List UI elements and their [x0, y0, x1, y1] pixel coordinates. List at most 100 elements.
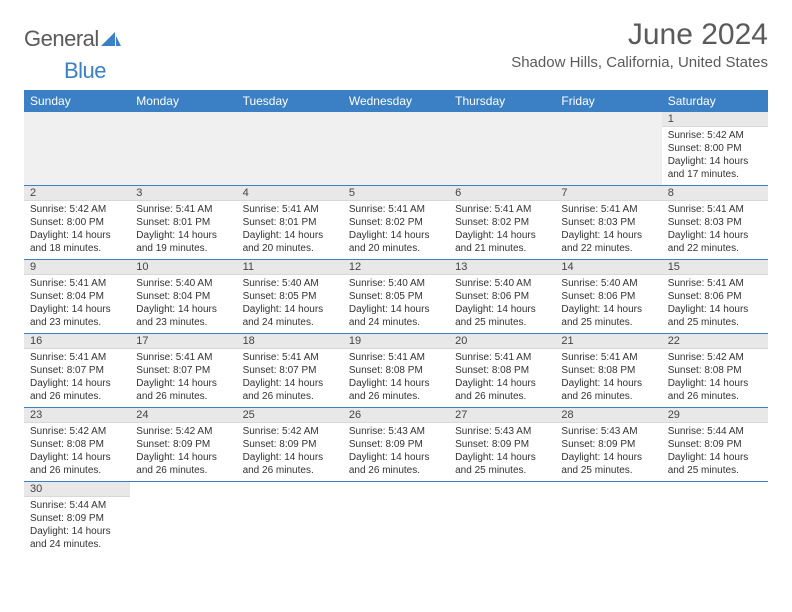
- day-sunset: Sunset: 8:08 PM: [455, 364, 549, 377]
- day-day2: and 24 minutes.: [243, 316, 337, 329]
- day-sunrise: Sunrise: 5:42 AM: [136, 425, 230, 438]
- day-day1: Daylight: 14 hours: [349, 451, 443, 464]
- calendar-cell: 26Sunrise: 5:43 AMSunset: 8:09 PMDayligh…: [343, 408, 449, 482]
- day-sunrise: Sunrise: 5:42 AM: [668, 351, 762, 364]
- month-title: June 2024: [511, 18, 768, 52]
- day-day1: Daylight: 14 hours: [668, 155, 762, 168]
- day-day1: Daylight: 14 hours: [668, 303, 762, 316]
- calendar-cell: 13Sunrise: 5:40 AMSunset: 8:06 PMDayligh…: [449, 260, 555, 334]
- calendar-cell: [555, 112, 661, 186]
- calendar-cell: 3Sunrise: 5:41 AMSunset: 8:01 PMDaylight…: [130, 186, 236, 260]
- day-sunrise: Sunrise: 5:41 AM: [668, 277, 762, 290]
- day-day1: Daylight: 14 hours: [349, 229, 443, 242]
- calendar-week: 1Sunrise: 5:42 AMSunset: 8:00 PMDaylight…: [24, 112, 768, 186]
- day-sunset: Sunset: 8:09 PM: [668, 438, 762, 451]
- day-number: 4: [237, 186, 343, 201]
- day-header: Tuesday: [237, 90, 343, 112]
- calendar-cell: [237, 112, 343, 186]
- day-day1: Daylight: 14 hours: [30, 525, 124, 538]
- day-number: 16: [24, 334, 130, 349]
- day-body: Sunrise: 5:40 AMSunset: 8:06 PMDaylight:…: [449, 275, 555, 333]
- day-day1: Daylight: 14 hours: [668, 451, 762, 464]
- calendar-table: Sunday Monday Tuesday Wednesday Thursday…: [24, 90, 768, 555]
- day-body: Sunrise: 5:43 AMSunset: 8:09 PMDaylight:…: [555, 423, 661, 481]
- day-sunset: Sunset: 8:04 PM: [30, 290, 124, 303]
- day-sunset: Sunset: 8:06 PM: [668, 290, 762, 303]
- day-day2: and 26 minutes.: [243, 464, 337, 477]
- day-body: Sunrise: 5:41 AMSunset: 8:04 PMDaylight:…: [24, 275, 130, 333]
- day-day2: and 26 minutes.: [668, 390, 762, 403]
- day-day1: Daylight: 14 hours: [668, 229, 762, 242]
- calendar-cell: 6Sunrise: 5:41 AMSunset: 8:02 PMDaylight…: [449, 186, 555, 260]
- day-day1: Daylight: 14 hours: [243, 377, 337, 390]
- day-body: Sunrise: 5:41 AMSunset: 8:01 PMDaylight:…: [237, 201, 343, 259]
- day-day2: and 26 minutes.: [349, 390, 443, 403]
- day-header: Thursday: [449, 90, 555, 112]
- calendar-cell: 12Sunrise: 5:40 AMSunset: 8:05 PMDayligh…: [343, 260, 449, 334]
- calendar-cell: 18Sunrise: 5:41 AMSunset: 8:07 PMDayligh…: [237, 334, 343, 408]
- day-sunrise: Sunrise: 5:40 AM: [455, 277, 549, 290]
- day-sunset: Sunset: 8:07 PM: [30, 364, 124, 377]
- day-day2: and 26 minutes.: [30, 390, 124, 403]
- day-sunrise: Sunrise: 5:41 AM: [30, 277, 124, 290]
- calendar-cell: 1Sunrise: 5:42 AMSunset: 8:00 PMDaylight…: [662, 112, 768, 186]
- day-number: 7: [555, 186, 661, 201]
- day-day2: and 25 minutes.: [668, 464, 762, 477]
- calendar-cell: 7Sunrise: 5:41 AMSunset: 8:03 PMDaylight…: [555, 186, 661, 260]
- day-number: 9: [24, 260, 130, 275]
- calendar-week: 9Sunrise: 5:41 AMSunset: 8:04 PMDaylight…: [24, 260, 768, 334]
- day-body: Sunrise: 5:40 AMSunset: 8:04 PMDaylight:…: [130, 275, 236, 333]
- day-day2: and 26 minutes.: [455, 390, 549, 403]
- logo-text: GeneralBlue: [24, 26, 121, 84]
- day-sunrise: Sunrise: 5:41 AM: [136, 351, 230, 364]
- day-number: 25: [237, 408, 343, 423]
- calendar-cell: 23Sunrise: 5:42 AMSunset: 8:08 PMDayligh…: [24, 408, 130, 482]
- day-body: Sunrise: 5:44 AMSunset: 8:09 PMDaylight:…: [662, 423, 768, 481]
- day-header-row: Sunday Monday Tuesday Wednesday Thursday…: [24, 90, 768, 112]
- day-day1: Daylight: 14 hours: [243, 303, 337, 316]
- day-number: 13: [449, 260, 555, 275]
- location: Shadow Hills, California, United States: [511, 54, 768, 71]
- calendar-cell: [662, 482, 768, 556]
- calendar-cell: 14Sunrise: 5:40 AMSunset: 8:06 PMDayligh…: [555, 260, 661, 334]
- calendar-cell: 4Sunrise: 5:41 AMSunset: 8:01 PMDaylight…: [237, 186, 343, 260]
- day-number: 24: [130, 408, 236, 423]
- day-day2: and 18 minutes.: [30, 242, 124, 255]
- day-sunrise: Sunrise: 5:41 AM: [349, 203, 443, 216]
- day-day1: Daylight: 14 hours: [561, 303, 655, 316]
- day-body: Sunrise: 5:41 AMSunset: 8:08 PMDaylight:…: [449, 349, 555, 407]
- day-sunrise: Sunrise: 5:40 AM: [561, 277, 655, 290]
- day-day1: Daylight: 14 hours: [668, 377, 762, 390]
- day-day2: and 25 minutes.: [668, 316, 762, 329]
- day-body: Sunrise: 5:42 AMSunset: 8:09 PMDaylight:…: [237, 423, 343, 481]
- day-day1: Daylight: 14 hours: [136, 451, 230, 464]
- day-sunrise: Sunrise: 5:41 AM: [668, 203, 762, 216]
- logo: GeneralBlue: [24, 26, 121, 84]
- calendar-cell: [130, 482, 236, 556]
- calendar-cell: 21Sunrise: 5:41 AMSunset: 8:08 PMDayligh…: [555, 334, 661, 408]
- day-sunrise: Sunrise: 5:42 AM: [668, 129, 762, 142]
- day-header: Monday: [130, 90, 236, 112]
- day-number: 15: [662, 260, 768, 275]
- day-sunset: Sunset: 8:00 PM: [30, 216, 124, 229]
- day-day2: and 25 minutes.: [561, 464, 655, 477]
- day-body: Sunrise: 5:40 AMSunset: 8:05 PMDaylight:…: [343, 275, 449, 333]
- day-sunset: Sunset: 8:08 PM: [349, 364, 443, 377]
- day-day1: Daylight: 14 hours: [349, 377, 443, 390]
- day-day2: and 23 minutes.: [136, 316, 230, 329]
- day-number: 17: [130, 334, 236, 349]
- day-sunrise: Sunrise: 5:41 AM: [136, 203, 230, 216]
- calendar-cell: [449, 482, 555, 556]
- calendar-cell: 5Sunrise: 5:41 AMSunset: 8:02 PMDaylight…: [343, 186, 449, 260]
- day-body: Sunrise: 5:40 AMSunset: 8:06 PMDaylight:…: [555, 275, 661, 333]
- day-body: Sunrise: 5:43 AMSunset: 8:09 PMDaylight:…: [449, 423, 555, 481]
- day-day1: Daylight: 14 hours: [243, 229, 337, 242]
- day-sunrise: Sunrise: 5:41 AM: [349, 351, 443, 364]
- day-sunset: Sunset: 8:03 PM: [561, 216, 655, 229]
- calendar-cell: 24Sunrise: 5:42 AMSunset: 8:09 PMDayligh…: [130, 408, 236, 482]
- day-sunset: Sunset: 8:09 PM: [561, 438, 655, 451]
- calendar-cell: 19Sunrise: 5:41 AMSunset: 8:08 PMDayligh…: [343, 334, 449, 408]
- day-day1: Daylight: 14 hours: [561, 229, 655, 242]
- calendar-cell: 11Sunrise: 5:40 AMSunset: 8:05 PMDayligh…: [237, 260, 343, 334]
- day-day2: and 22 minutes.: [668, 242, 762, 255]
